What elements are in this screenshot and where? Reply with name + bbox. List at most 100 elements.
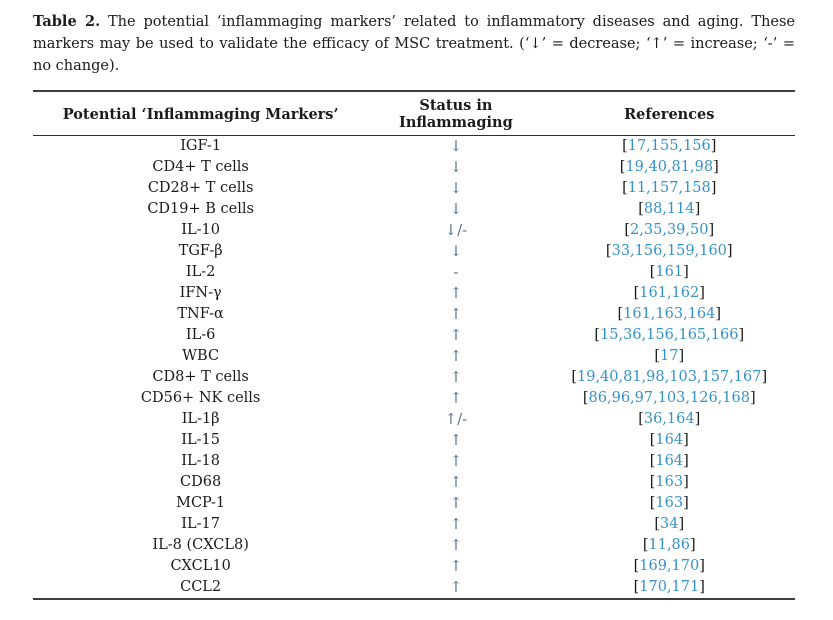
references-cell: [11,86] xyxy=(544,535,795,556)
reference-bracket-close: ] xyxy=(683,474,689,490)
reference-bracket-close: ] xyxy=(683,264,689,280)
table-row: CD68 ↑ [163] xyxy=(33,472,795,493)
reference-citation-link[interactable]: 11,86 xyxy=(648,537,691,553)
references-cell: [17] xyxy=(544,346,795,367)
table-caption-text: The potential ‘inflammaging markers’ rel… xyxy=(33,14,796,74)
reference-bracket-open: [ xyxy=(649,453,656,469)
table-row: IGF-1 ↓ [17,155,156] xyxy=(33,136,795,158)
reference-bracket-close: ] xyxy=(683,495,689,511)
reference-citation-link[interactable]: 17,155,156 xyxy=(627,138,711,154)
table-row: IL-15 ↑ [164] xyxy=(33,430,795,451)
status-cell: ↑ xyxy=(449,284,463,302)
reference-citation-link[interactable]: 88,114 xyxy=(643,201,695,217)
reference-citation-link[interactable]: 19,40,81,98,103,157,167 xyxy=(577,369,762,385)
reference-citation-link[interactable]: 161 xyxy=(655,264,684,280)
marker-cell: IL-18 xyxy=(181,453,220,469)
marker-cell: CD56+ NK cells xyxy=(140,390,261,406)
reference-bracket-close: ] xyxy=(708,222,715,238)
column-header-references: References xyxy=(543,91,795,136)
table-row: CCL2 ↑ [170,171] xyxy=(33,577,795,599)
page-content: Table 2. The potential ‘inflammaging mar… xyxy=(33,11,795,600)
table-row: IL-18 ↑ [164] xyxy=(33,451,795,472)
status-cell: ↓ xyxy=(449,242,463,260)
status-cell: ↓ xyxy=(449,200,463,218)
reference-bracket-open: [ xyxy=(622,180,628,196)
reference-bracket-open: [ xyxy=(594,327,601,343)
reference-bracket-close: ] xyxy=(678,348,685,364)
references-cell: [2,35,39,50] xyxy=(544,220,795,241)
references-cell: [34] xyxy=(544,514,795,535)
status-cell: ↑ xyxy=(449,515,463,533)
table-header-row: Potential ‘Inflammaging Markers’ Status … xyxy=(33,91,795,136)
marker-cell: WBC xyxy=(182,348,220,364)
status-cell: ↑ xyxy=(449,536,463,554)
reference-bracket-close: ] xyxy=(699,285,705,301)
marker-cell: CCL2 xyxy=(180,579,222,595)
reference-citation-link[interactable]: 2,35,39,50 xyxy=(630,222,709,238)
reference-bracket-open: [ xyxy=(633,579,640,595)
reference-citation-link[interactable]: 164 xyxy=(655,432,684,448)
table-row: IL-10 ↓/- [2,35,39,50] xyxy=(33,220,795,241)
reference-bracket-close: ] xyxy=(726,243,733,259)
reference-bracket-close: ] xyxy=(683,453,689,469)
reference-citation-link[interactable]: 161,163,164 xyxy=(623,306,716,322)
marker-cell: MCP-1 xyxy=(176,495,226,511)
reference-citation-link[interactable]: 34 xyxy=(660,516,679,532)
status-cell: ↑ xyxy=(449,347,463,365)
reference-citation-link[interactable]: 169,170 xyxy=(639,558,700,574)
reference-bracket-close: ] xyxy=(761,369,768,385)
table-row: TGF-β ↓ [33,156,159,160] xyxy=(33,241,795,262)
references-cell: [11,157,158] xyxy=(544,178,795,199)
marker-cell: TGF-β xyxy=(178,243,223,259)
reference-bracket-close: ] xyxy=(715,306,722,322)
reference-citation-link[interactable]: 170,171 xyxy=(639,579,700,595)
status-cell: ↑ xyxy=(449,305,463,323)
reference-bracket-open: [ xyxy=(654,516,661,532)
status-cell: - xyxy=(453,263,459,281)
references-cell: [19,40,81,98,103,157,167] xyxy=(544,367,795,388)
reference-citation-link[interactable]: 17 xyxy=(660,348,679,364)
table-row: IFN-γ ↑ [161,162] xyxy=(33,283,795,304)
table-row: IL-6 ↑ [15,36,156,165,166] xyxy=(33,325,795,346)
reference-bracket-open: [ xyxy=(605,243,612,259)
table-caption: Table 2. The potential ‘inflammaging mar… xyxy=(33,11,795,77)
reference-citation-link[interactable]: 86,96,97,103,126,168 xyxy=(588,390,750,406)
reference-citation-link[interactable]: 163 xyxy=(655,474,684,490)
status-cell: ↓ xyxy=(449,137,463,155)
table-row: TNF-α ↑ [161,163,164] xyxy=(33,304,795,325)
references-cell: [163] xyxy=(544,472,795,493)
status-cell: ↑ xyxy=(449,557,463,575)
references-cell: [161] xyxy=(544,262,795,283)
table-row: MCP-1 ↑ [163] xyxy=(33,493,795,514)
marker-cell: TNF-α xyxy=(177,306,224,322)
reference-bracket-open: [ xyxy=(633,285,640,301)
reference-citation-link[interactable]: 11,157,158 xyxy=(627,180,711,196)
reference-bracket-open: [ xyxy=(617,306,624,322)
reference-bracket-open: [ xyxy=(638,411,644,427)
reference-citation-link[interactable]: 36,164 xyxy=(643,411,695,427)
table-caption-label: Table 2. xyxy=(33,13,101,30)
references-cell: [164] xyxy=(544,430,795,451)
reference-citation-link[interactable]: 15,36,156,165,166 xyxy=(600,327,739,343)
reference-bracket-close: ] xyxy=(710,138,717,154)
status-cell: ↑ xyxy=(449,389,463,407)
reference-bracket-close: ] xyxy=(690,537,696,553)
marker-cell: IL-1β xyxy=(181,411,220,427)
marker-cell: IL-8 (CXCL8) xyxy=(152,537,249,553)
inflammaging-markers-table: Potential ‘Inflammaging Markers’ Status … xyxy=(33,90,795,600)
status-cell: ↓ xyxy=(449,179,463,197)
table-row: CD8+ T cells ↑ [19,40,81,98,103,157,167] xyxy=(33,367,795,388)
reference-bracket-open: [ xyxy=(649,432,656,448)
reference-bracket-close: ] xyxy=(738,327,745,343)
status-cell: ↓ xyxy=(449,158,463,176)
reference-citation-link[interactable]: 19,40,81,98 xyxy=(625,159,714,175)
reference-bracket-close: ] xyxy=(678,516,685,532)
table-row: CD4+ T cells ↓ [19,40,81,98] xyxy=(33,157,795,178)
reference-citation-link[interactable]: 161,162 xyxy=(639,285,700,301)
table-row: IL-1β ↑/- [36,164] xyxy=(33,409,795,430)
reference-citation-link[interactable]: 164 xyxy=(655,453,684,469)
reference-bracket-open: [ xyxy=(638,201,644,217)
reference-citation-link[interactable]: 163 xyxy=(655,495,684,511)
reference-citation-link[interactable]: 33,156,159,160 xyxy=(611,243,727,259)
marker-cell: IL-2 xyxy=(185,264,216,280)
